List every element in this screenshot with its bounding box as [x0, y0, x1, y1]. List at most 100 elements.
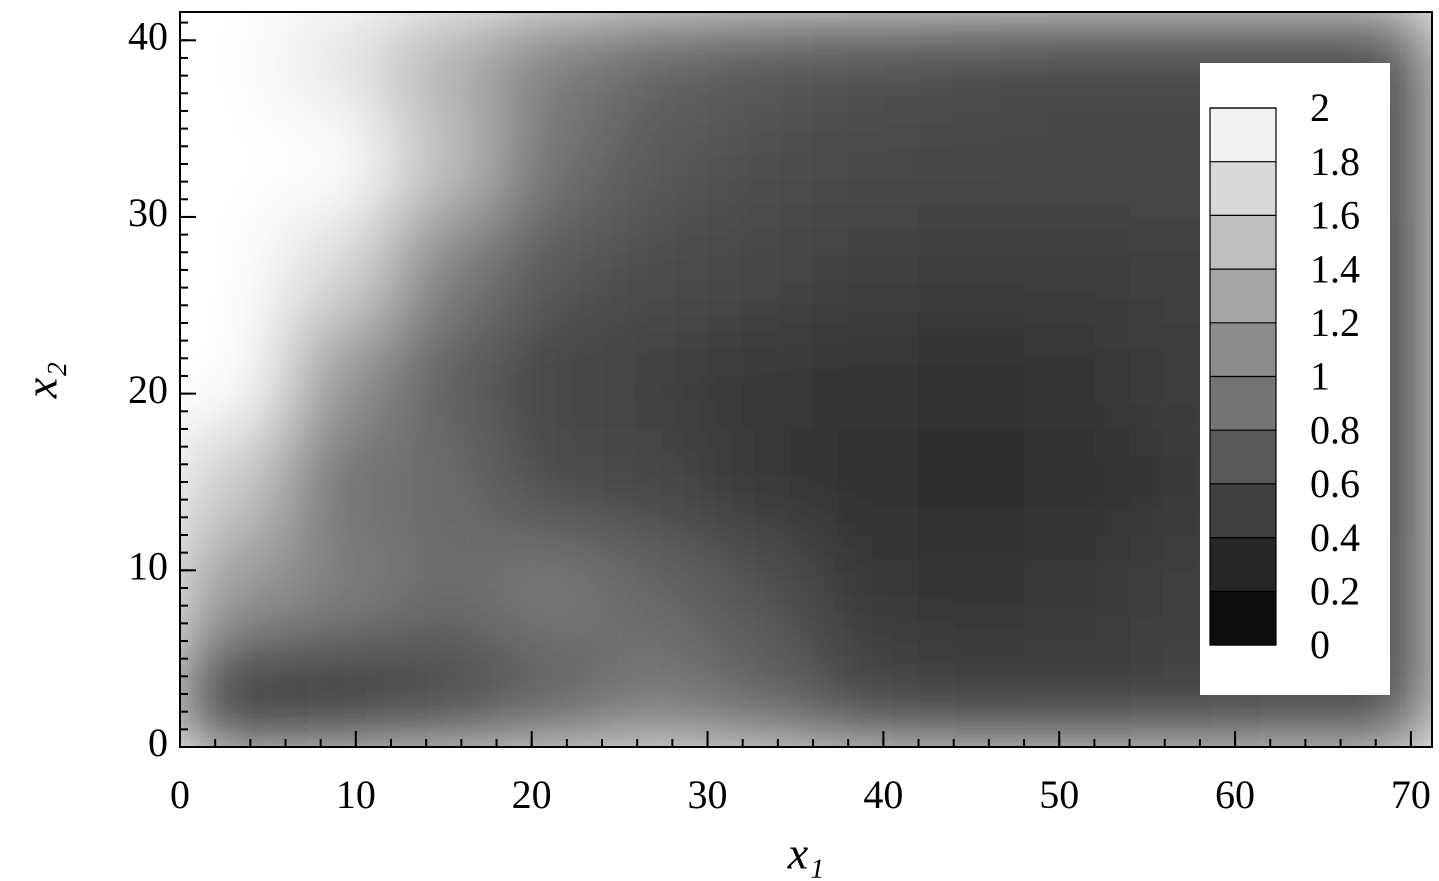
- colorbar-cell: [1210, 376, 1276, 431]
- field-cell: [180, 640, 287, 747]
- x-tick-label: 70: [1391, 772, 1431, 817]
- field-cell: [285, 110, 392, 218]
- colorbar-label: 0.8: [1310, 407, 1360, 452]
- field-cell: [180, 534, 287, 642]
- field-cell: [918, 640, 1025, 747]
- field-cell: [1024, 428, 1131, 536]
- colorbar-cell: [1210, 430, 1276, 484]
- field-cell: [496, 216, 603, 324]
- y-tick-label: 10: [128, 543, 168, 588]
- field-cell: [391, 322, 498, 430]
- colorbar-frame: [1209, 107, 1277, 646]
- x-tick-label: 40: [863, 772, 903, 817]
- plot-frame: [179, 11, 1433, 748]
- field-cell: [496, 12, 603, 112]
- y-tick-label: 40: [128, 13, 168, 58]
- field-cell: [602, 322, 709, 430]
- colorbar-cell: [1210, 591, 1276, 645]
- field-cell: [496, 534, 603, 642]
- colorbar-cell: [1210, 537, 1276, 592]
- field-cell: [707, 12, 814, 112]
- colorbar-label: 0.2: [1310, 568, 1360, 613]
- y-axis-label: x₂: [16, 362, 67, 399]
- colorbar-label: 1.6: [1310, 193, 1360, 238]
- field-cell: [602, 428, 709, 536]
- y-tick-label: 0: [148, 720, 168, 765]
- field-cell: [285, 640, 392, 747]
- field-cell: [285, 428, 392, 536]
- field-cell: [707, 428, 814, 536]
- field-cell: [1024, 12, 1131, 112]
- field-cell: [391, 428, 498, 536]
- field-cell: [391, 640, 498, 747]
- field-cell: [1024, 216, 1131, 324]
- field-cell: [496, 640, 603, 747]
- field-cell: [813, 110, 920, 218]
- colorbar-label: 1: [1310, 354, 1330, 399]
- y-tick-label: 20: [128, 367, 168, 412]
- field-cell: [391, 216, 498, 324]
- field-cell: [707, 534, 814, 642]
- field-cell: [813, 428, 920, 536]
- field-cell: [602, 534, 709, 642]
- field-cell: [180, 322, 287, 430]
- field-cell: [1024, 640, 1131, 747]
- field-cell: [1024, 534, 1131, 642]
- field-cell: [813, 322, 920, 430]
- y-tick-label: 30: [128, 190, 168, 235]
- field-cell: [1024, 110, 1131, 218]
- colorbar-label: 1.8: [1310, 139, 1360, 184]
- colorbar-cell: [1210, 322, 1276, 377]
- x-tick-label: 20: [512, 772, 552, 817]
- field-cell: [918, 322, 1025, 430]
- x-axis-label: x₁: [787, 828, 824, 879]
- field-cell: [602, 110, 709, 218]
- colorbar-label: 2: [1310, 85, 1330, 130]
- field-cell: [1024, 322, 1131, 430]
- colorbar: 0 0.2 0.4 0.6 0.8 1 1.2 1.4 1.6 1.8 2: [1209, 85, 1360, 667]
- colorbar-cell: [1210, 215, 1276, 270]
- field-cell: [285, 534, 392, 642]
- colorbar-label: 1.4: [1310, 246, 1360, 291]
- field-cell: [602, 216, 709, 324]
- field-cell: [707, 322, 814, 430]
- field-cell: [496, 322, 603, 430]
- field-cell: [602, 12, 709, 112]
- field-cell: [180, 110, 287, 218]
- field-cell: [813, 534, 920, 642]
- x-tick-label: 60: [1215, 772, 1255, 817]
- x-tick-label: 50: [1039, 772, 1079, 817]
- field-cell: [391, 110, 498, 218]
- colorbar-cell: [1210, 483, 1276, 538]
- x-tick-label: 10: [336, 772, 376, 817]
- field-cell: [918, 110, 1025, 218]
- field-cell: [285, 216, 392, 324]
- field-cell: [391, 12, 498, 112]
- field-cell: [180, 428, 287, 536]
- field-cell: [707, 640, 814, 747]
- field-cell: [391, 534, 498, 642]
- field-cell: [285, 322, 392, 430]
- x-tick-label: 30: [688, 772, 728, 817]
- field-cell: [496, 110, 603, 218]
- colorbar-label: 0.4: [1310, 515, 1360, 560]
- field-cell: [918, 12, 1025, 112]
- colorbar-cell: [1210, 108, 1276, 162]
- field-cell: [918, 216, 1025, 324]
- field-cell: [813, 12, 920, 112]
- field-cell: [602, 640, 709, 747]
- colorbar-label: 1.2: [1310, 300, 1360, 345]
- field-cell: [496, 428, 603, 536]
- field-cell: [180, 216, 287, 324]
- field-cell: [707, 110, 814, 218]
- colorbar-cell: [1210, 161, 1276, 216]
- x-tick-label: 0: [170, 772, 190, 817]
- colorbar-label: 0: [1310, 622, 1330, 667]
- field-cell: [918, 534, 1025, 642]
- field-cell: [813, 216, 920, 324]
- field-cell: [285, 12, 392, 112]
- field-cell: [707, 216, 814, 324]
